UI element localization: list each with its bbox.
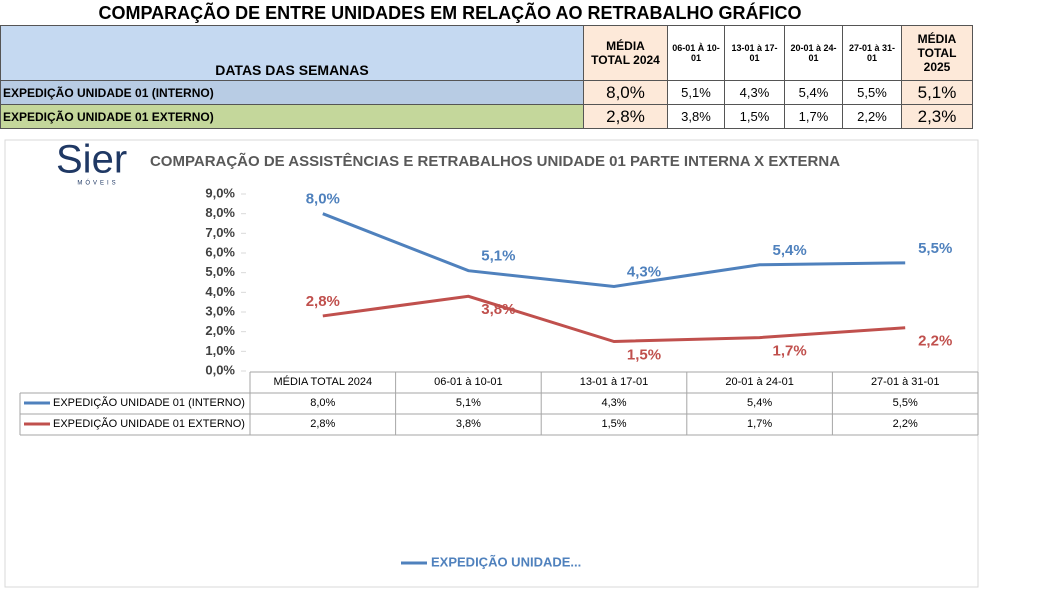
table-cell: EXPEDIÇÃO UNIDADE 01 EXTERNO): [0, 104, 584, 129]
table-cell: 2,3%: [901, 104, 973, 129]
table-cell: 5,5%: [842, 80, 902, 105]
line: [322, 212, 906, 288]
value-label: 2,8%: [306, 293, 340, 310]
y-tick-label: 2,0%: [205, 323, 235, 338]
y-tick-label: 6,0%: [205, 244, 235, 259]
table-cell: 5,1%: [901, 80, 973, 105]
series-name: EXPEDIÇÃO UNIDADE 01 EXTERNO): [53, 417, 245, 430]
value-label: 3,8%: [481, 301, 515, 318]
chart-title: COMPARAÇÃO DE ASSISTÊNCIAS E RETRABALHOS…: [150, 152, 840, 170]
table-cell: MÉDIA TOTAL 2025: [901, 25, 973, 81]
value-label: 1,7%: [772, 343, 806, 360]
value-label: 1,5%: [627, 346, 661, 363]
table-value: 3,8%: [456, 418, 481, 430]
table-cell: 13-01 à 17-01: [724, 25, 785, 81]
table-value: 5,1%: [456, 397, 481, 409]
y-tick-label: 1,0%: [205, 343, 235, 358]
y-tick-label: 4,0%: [205, 284, 235, 299]
table-value: 1,5%: [601, 418, 626, 430]
y-tick-label: 8,0%: [205, 205, 235, 220]
x-tick-label: 27-01 à 31-01: [871, 376, 940, 388]
table-value: 8,0%: [310, 397, 335, 409]
value-label: 2,2%: [918, 333, 952, 350]
table-row: EXPEDIÇÃO UNIDADE 01 EXTERNO) 2,8% 3,8% 1,5…: [0, 104, 973, 129]
header-row: DATAS DAS SEMANAS MÉDIA TOTAL 2024 06-01 À…: [0, 25, 973, 81]
value-label: 4,3%: [627, 263, 661, 280]
x-tick-label: 13-01 à 17-01: [580, 376, 649, 388]
table-value: 5,5%: [893, 397, 918, 409]
table-value: 2,2%: [893, 418, 918, 430]
x-tick-label: 20-01 à 24-01: [725, 376, 794, 388]
y-tick-label: 9,0%: [205, 185, 235, 200]
summary-table: DATAS DAS SEMANAS MÉDIA TOTAL 2024 06-01 À…: [0, 25, 973, 129]
chart-frame: [4, 139, 979, 588]
y-tick-label: 5,0%: [205, 264, 235, 279]
x-tick-label: MÉDIA TOTAL 2024: [273, 375, 372, 388]
y-tick-label: 7,0%: [205, 225, 235, 240]
y-tick-label: 0,0%: [205, 362, 235, 377]
table-cell: 3,8%: [667, 104, 725, 129]
line: [322, 294, 906, 344]
value-label: 5,5%: [918, 240, 952, 257]
table-value: 5,4%: [747, 397, 772, 409]
table-cell: MÉDIA TOTAL 2024: [583, 25, 668, 81]
table-cell: 8,0%: [583, 80, 668, 105]
table-cell: 27-01 à 31-01: [842, 25, 902, 81]
table-value: 1,7%: [747, 418, 772, 430]
logo: Sier: [56, 138, 127, 182]
y-tick-label: 3,0%: [205, 303, 235, 318]
logo-tagline: MÓVEIS: [77, 180, 118, 187]
value-label: 8,0%: [306, 191, 340, 208]
table-cell: 2,8%: [583, 104, 668, 129]
table-row: EXPEDIÇÃO UNIDADE 01 (INTERNO) 8,0% 5,1% 4,…: [0, 80, 973, 105]
legend-label: EXPEDIÇÃO UNIDADE...: [431, 554, 581, 569]
table-cell: 06-01 À 10-01: [667, 25, 725, 81]
table-value: 4,3%: [601, 397, 626, 409]
series-name: EXPEDIÇÃO UNIDADE 01 (INTERNO): [53, 396, 245, 409]
value-label: 5,1%: [481, 248, 515, 265]
table-cell: 1,5%: [724, 104, 785, 129]
table-value: 2,8%: [310, 418, 335, 430]
table-cell: 5,4%: [784, 80, 843, 105]
value-label: 5,4%: [772, 242, 806, 259]
table-cell: EXPEDIÇÃO UNIDADE 01 (INTERNO): [0, 80, 584, 105]
sheet-title: COMPARAÇÃO DE ENTRE UNIDADES EM RELAÇÃO …: [98, 3, 802, 23]
table-cell: DATAS DAS SEMANAS: [0, 25, 584, 81]
x-tick-label: 06-01 à 10-01: [434, 376, 503, 388]
